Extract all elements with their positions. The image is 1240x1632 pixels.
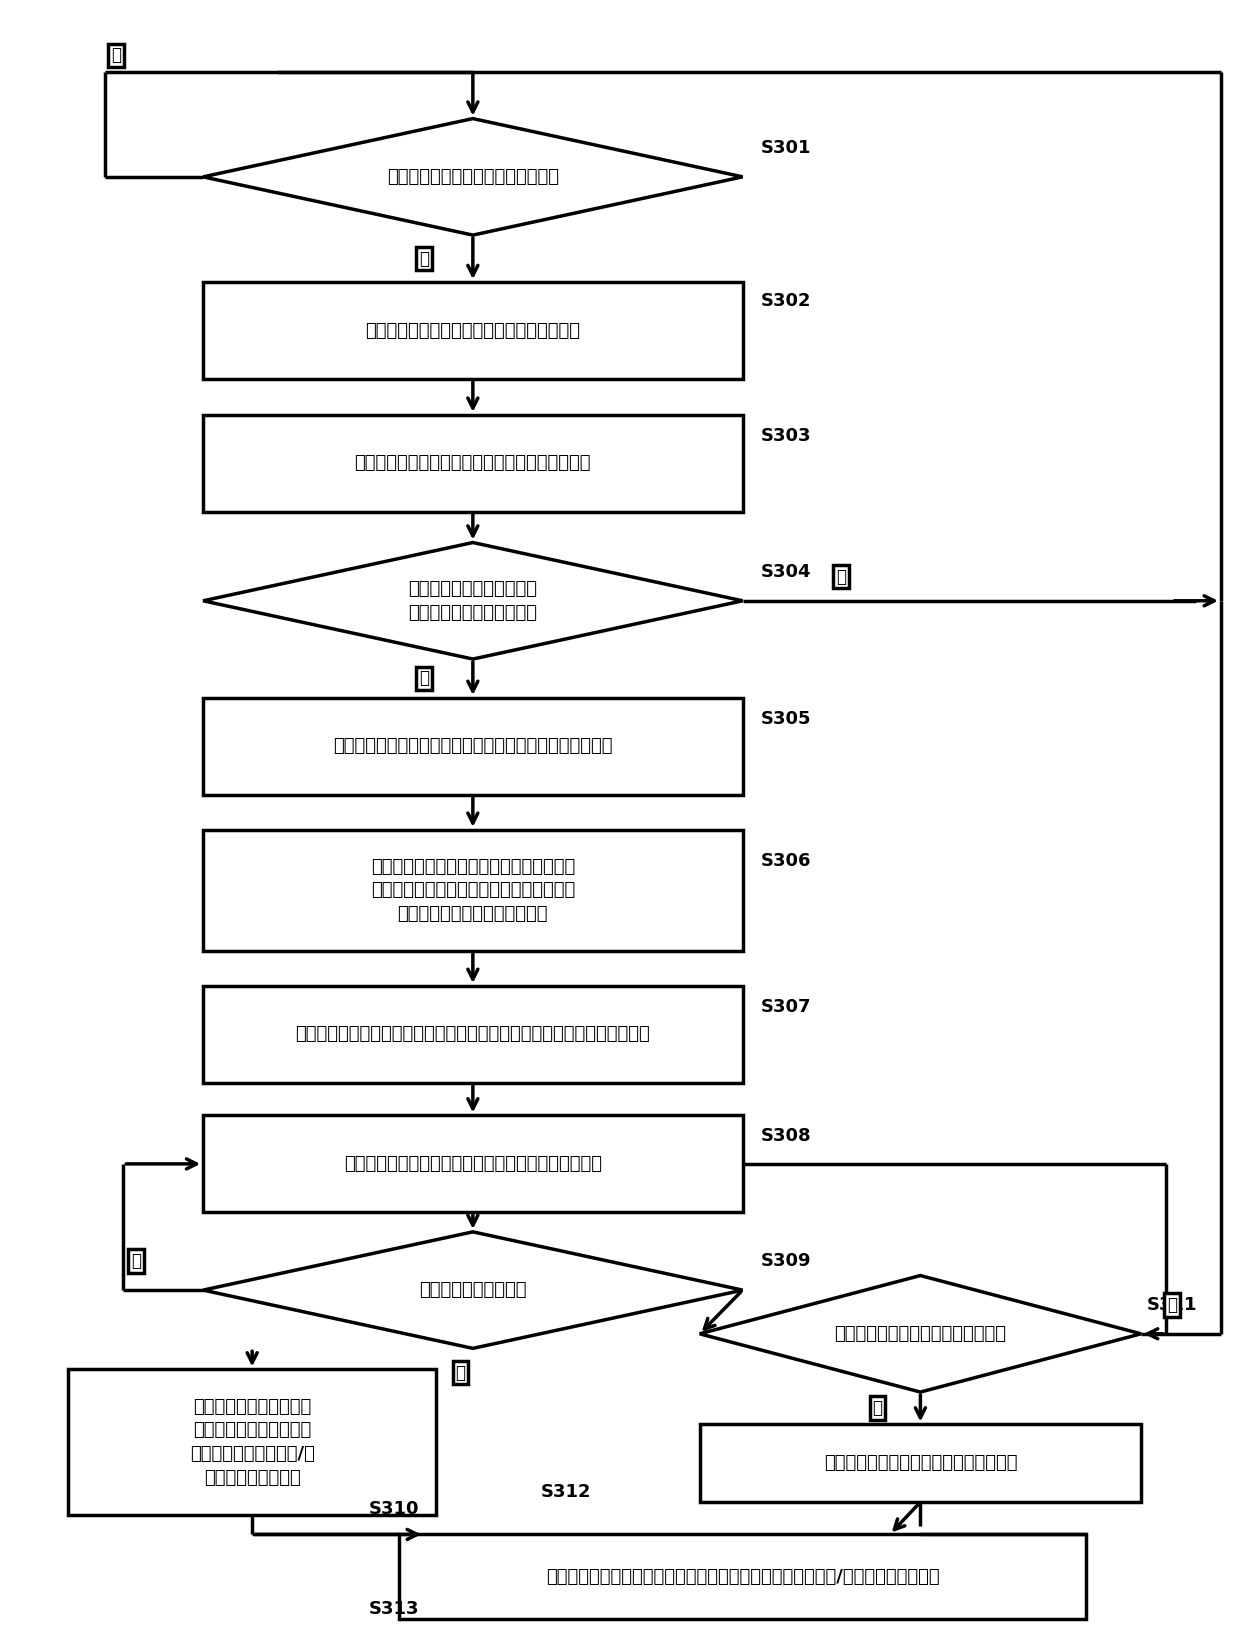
Text: 位置信息是否发生变化: 位置信息是否发生变化 [419,1281,527,1299]
FancyBboxPatch shape [203,829,743,951]
Text: S308: S308 [761,1128,812,1146]
Text: 所述应用处理器关闭所述第一协议栈，以及
从所述调制解调器支持的多个协议栈中选择
除所述第一协议栈的第二协议栈: 所述应用处理器关闭所述第一协议栈，以及 从所述调制解调器支持的多个协议栈中选择 … [371,858,575,924]
Text: 否: 否 [836,568,846,586]
Text: S311: S311 [1147,1296,1198,1314]
Text: 获取所述内存访问错误的异常原因和日志: 获取所述内存访问错误的异常原因和日志 [823,1454,1017,1472]
Text: S303: S303 [761,426,811,446]
Text: 是: 是 [419,250,429,268]
Text: 内存访问错误的异常原因是否已上报: 内存访问错误的异常原因是否已上报 [835,1325,1007,1343]
Text: S313: S313 [368,1599,419,1617]
Text: S302: S302 [761,292,811,310]
FancyBboxPatch shape [203,698,743,795]
Text: S306: S306 [761,852,811,870]
Text: 若网络注册成功，所述应用处理器记录当前的位置信息: 若网络注册成功，所述应用处理器记录当前的位置信息 [343,1155,601,1173]
FancyBboxPatch shape [203,1115,743,1213]
Text: 所述应用处理器开启所述第二协议栈，并使用所述第二协议栈进行网络注册: 所述应用处理器开启所述第二协议栈，并使用所述第二协议栈进行网络注册 [295,1025,650,1043]
Text: 是: 是 [419,669,429,687]
Text: 是: 是 [455,1364,465,1382]
Text: 所述应用处理器恢复所述
支持的多个协议栈中的默
认协议栈的开关状态和/或
复位所述调制解调器: 所述应用处理器恢复所述 支持的多个协议栈中的默 认协议栈的开关状态和/或 复位所… [190,1399,315,1487]
Text: 是: 是 [1167,1296,1177,1314]
Text: S307: S307 [761,997,811,1017]
Text: 预设时长内相同异常原因的
出现次数是否达到预设次数: 预设时长内相同异常原因的 出现次数是否达到预设次数 [408,579,537,622]
Text: 否: 否 [873,1399,883,1417]
Text: S312: S312 [541,1483,590,1501]
Text: 调制解调器是否检测到内存访问错误: 调制解调器是否检测到内存访问错误 [387,168,559,186]
Text: S301: S301 [761,139,811,157]
FancyBboxPatch shape [68,1369,436,1514]
FancyBboxPatch shape [203,282,743,379]
Text: S310: S310 [368,1500,419,1518]
FancyBboxPatch shape [203,415,743,512]
Text: 所述调制解调器指示应用处理器处理本次异常: 所述调制解调器指示应用处理器处理本次异常 [366,322,580,339]
FancyBboxPatch shape [399,1534,1086,1619]
Text: 所述应用处理器确定所述内存访问错误的异常原因: 所述应用处理器确定所述内存访问错误的异常原因 [355,454,591,472]
Text: S304: S304 [761,563,811,581]
Polygon shape [203,1232,743,1348]
Text: 将所述异常原因、所述当前的位置信息和日志上报给网络侧和/或显示所述异常原因: 将所述异常原因、所述当前的位置信息和日志上报给网络侧和/或显示所述异常原因 [546,1567,940,1586]
Text: S305: S305 [761,710,811,728]
Polygon shape [699,1276,1141,1392]
Text: 否: 否 [112,46,122,65]
FancyBboxPatch shape [203,986,743,1084]
Text: 否: 否 [130,1252,140,1270]
FancyBboxPatch shape [699,1425,1141,1501]
Text: 所述应用处理器获取所述调制解调器当前使用的第一协议栈: 所述应用处理器获取所述调制解调器当前使用的第一协议栈 [334,738,613,756]
Text: S309: S309 [761,1252,811,1270]
Polygon shape [203,542,743,659]
Polygon shape [203,119,743,235]
